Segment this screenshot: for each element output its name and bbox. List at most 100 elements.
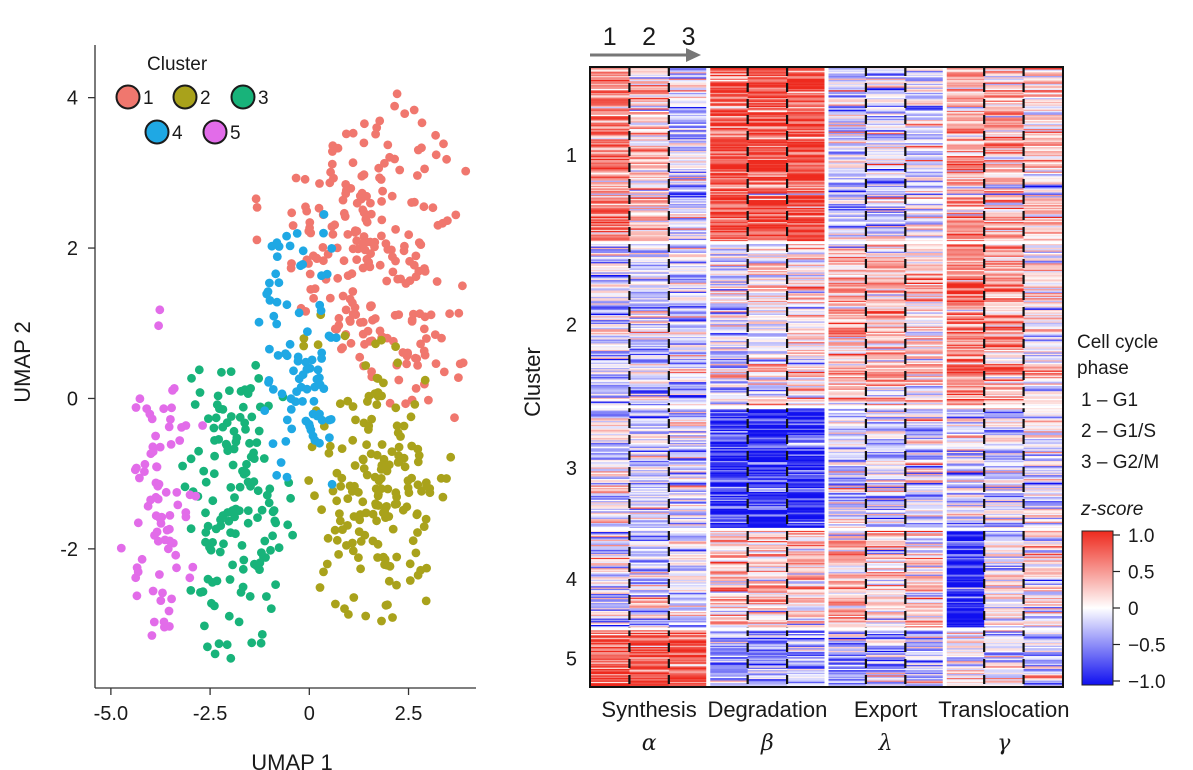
- heatmap-cell: [787, 315, 828, 317]
- heatmap-cell: [629, 494, 670, 497]
- scatter-point-cluster-3: [260, 536, 270, 546]
- heatmap-cell: [984, 379, 1025, 382]
- heatmap-cell: [865, 251, 906, 254]
- heatmap-cell: [747, 157, 788, 160]
- heatmap-cell: [787, 167, 828, 170]
- scatter-point-cluster-1: [357, 188, 367, 198]
- heatmap-cell: [708, 489, 749, 492]
- heatmap-cell: [944, 501, 985, 503]
- legend-label-1: 1: [143, 88, 154, 109]
- heatmap-cell: [944, 364, 985, 366]
- heatmap-cell: [984, 414, 1025, 417]
- heatmap-cell: [984, 499, 1025, 502]
- heatmap-cell: [708, 373, 749, 375]
- heatmap-cell: [826, 326, 867, 329]
- heatmap-cell: [629, 379, 670, 382]
- scatter-point-cluster-2: [400, 462, 410, 472]
- heatmap-cell: [826, 419, 867, 422]
- heatmap-cell: [984, 189, 1025, 192]
- heatmap-cell: [1023, 245, 1063, 247]
- heatmap-cell: [668, 491, 709, 494]
- heatmap-cell: [1023, 98, 1063, 100]
- heatmap-cell: [826, 262, 867, 264]
- heatmap-cell: [747, 228, 788, 231]
- heatmap-cell: [787, 444, 828, 446]
- heatmap-cell: [1023, 445, 1063, 448]
- heatmap-cell: [590, 331, 631, 334]
- heatmap-cell: [1023, 214, 1063, 216]
- heatmap-cell: [944, 125, 985, 127]
- heatmap-cell: [708, 282, 749, 285]
- heatmap-cell: [590, 161, 631, 163]
- heatmap-cell: [590, 444, 631, 446]
- scatter-point-cluster-1: [438, 218, 447, 228]
- heatmap-cell: [1023, 486, 1063, 489]
- heatmap-cell: [1023, 122, 1063, 125]
- heatmap-cell: [944, 234, 985, 237]
- heatmap-cell: [787, 473, 828, 476]
- heatmap-cell: [905, 398, 946, 401]
- scatter-point-cluster-1: [333, 143, 343, 153]
- heatmap-cell: [629, 134, 670, 136]
- heatmap-cell: [747, 445, 788, 448]
- heatmap-cell: [747, 148, 788, 151]
- heatmap-cell: [1023, 458, 1063, 461]
- heatmap-cell: [1023, 371, 1063, 374]
- heatmap-cell: [984, 360, 1025, 362]
- heatmap-cell: [826, 86, 867, 89]
- heatmap-cell: [1023, 517, 1063, 520]
- heatmap-cell: [865, 459, 906, 462]
- heatmap-cell: [984, 121, 1025, 123]
- heatmap-cell: [984, 446, 1025, 449]
- heatmap-cell: [629, 91, 670, 94]
- heatmap-cell: [984, 480, 1025, 482]
- heatmap-cell: [668, 449, 709, 451]
- heatmap-cell: [747, 510, 788, 512]
- heatmap-cell: [1023, 364, 1063, 366]
- heatmap-cell: [944, 415, 985, 418]
- heatmap-cell: [826, 365, 867, 368]
- heatmap-cell: [865, 334, 906, 337]
- heatmap-cell: [984, 327, 1025, 330]
- heatmap-cell: [826, 499, 867, 502]
- heatmap-cell: [590, 464, 631, 467]
- heatmap-cell: [826, 119, 867, 122]
- heatmap-cell: [984, 247, 1025, 250]
- heatmap-cell: [708, 451, 749, 454]
- heatmap-cell: [826, 153, 867, 156]
- heatmap-cell: [708, 188, 749, 191]
- scatter-point-cluster-1: [395, 165, 405, 175]
- scatter-point-cluster-3: [230, 512, 240, 522]
- heatmap-cell: [708, 243, 749, 246]
- heatmap-cell: [629, 340, 670, 343]
- heatmap-cell: [944, 274, 985, 277]
- heatmap-cell: [1023, 269, 1063, 272]
- heatmap-cell: [826, 79, 867, 82]
- heatmap-cell: [708, 479, 749, 481]
- heatmap-cell: [629, 471, 670, 473]
- heatmap-cell: [590, 260, 631, 263]
- scatter-point-cluster-3: [247, 412, 257, 422]
- heatmap-cell: [787, 176, 828, 179]
- heatmap-cell: [590, 152, 631, 154]
- heatmap-cell: [865, 360, 906, 362]
- heatmap-cell: [747, 504, 788, 507]
- heatmap-cell: [984, 220, 1025, 223]
- heatmap-cell: [865, 427, 906, 430]
- heatmap-cell: [826, 223, 867, 225]
- heatmap-cell: [944, 369, 985, 371]
- heatmap-cell: [905, 408, 946, 410]
- heatmap-cell: [747, 205, 788, 207]
- heatmap-cell: [708, 369, 749, 371]
- scatter-point-cluster-1: [334, 321, 344, 330]
- scatter-point-cluster-5: [160, 535, 170, 545]
- scatter-point-cluster-2: [405, 559, 415, 569]
- heatmap-cell: [1023, 209, 1063, 211]
- heatmap-cell: [629, 513, 670, 516]
- heatmap-cell: [905, 464, 946, 467]
- heatmap-cell: [590, 457, 631, 459]
- heatmap-cell: [826, 282, 867, 285]
- scatter-point-cluster-2: [343, 396, 353, 406]
- heatmap-cell: [590, 499, 631, 502]
- heatmap-cell: [865, 85, 906, 87]
